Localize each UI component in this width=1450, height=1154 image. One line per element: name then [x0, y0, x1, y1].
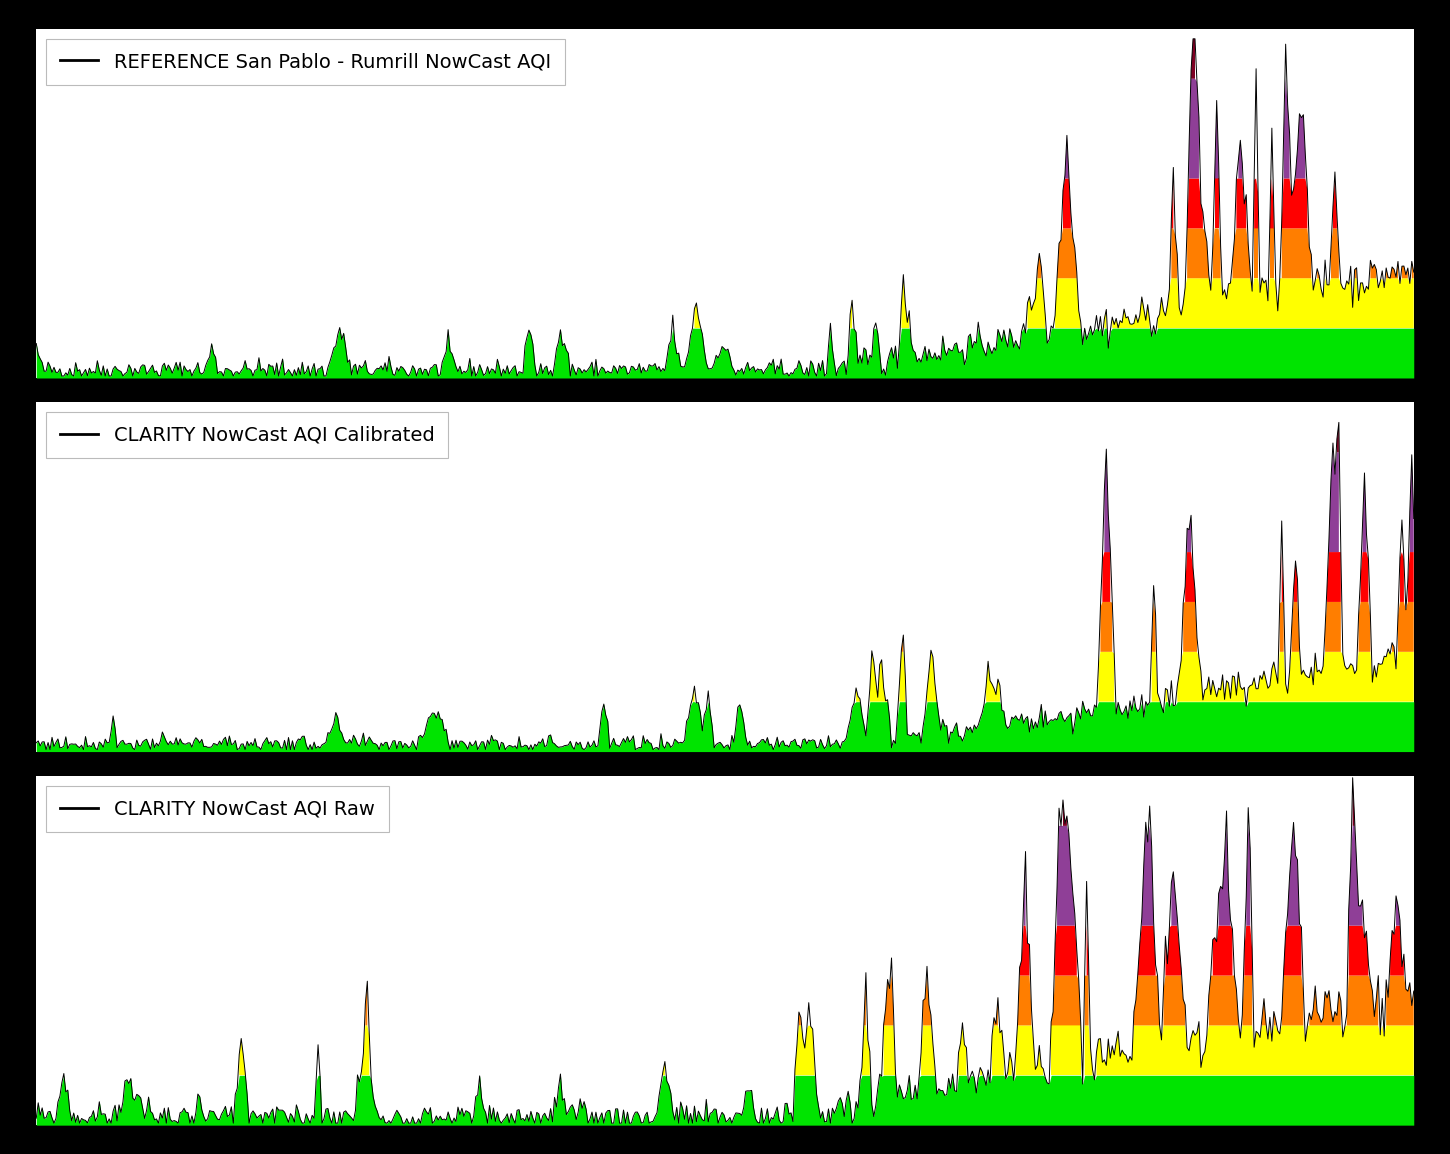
Legend: CLARITY NowCast AQI Calibrated: CLARITY NowCast AQI Calibrated [46, 412, 448, 458]
Legend: CLARITY NowCast AQI Raw: CLARITY NowCast AQI Raw [46, 786, 389, 832]
Legend: REFERENCE San Pablo - Rumrill NowCast AQI: REFERENCE San Pablo - Rumrill NowCast AQ… [46, 38, 564, 84]
